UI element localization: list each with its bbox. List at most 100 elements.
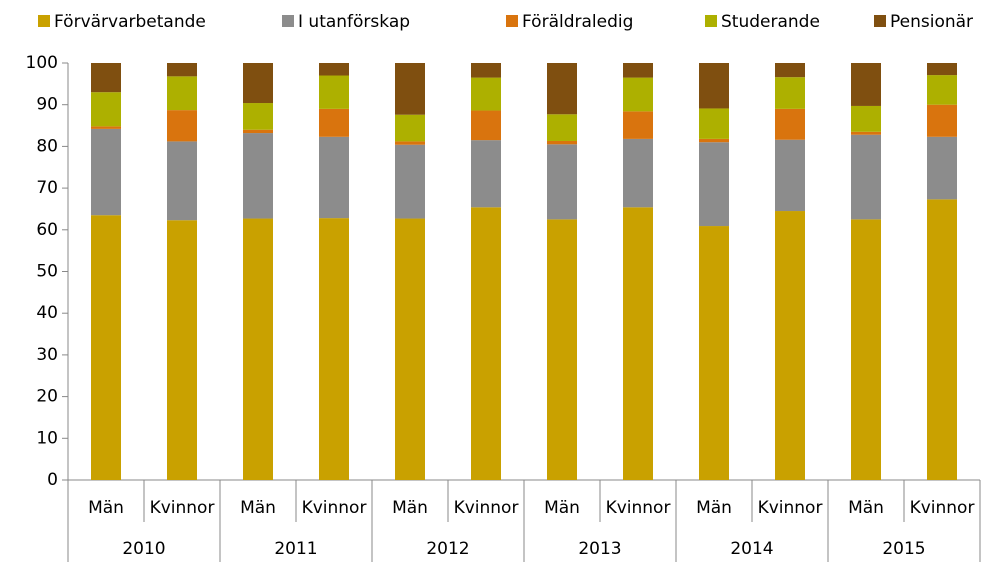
bar-segment xyxy=(699,63,729,109)
group-label: 2012 xyxy=(426,539,469,559)
bar-segment xyxy=(243,129,273,134)
bar-segment xyxy=(851,63,881,106)
bar-segment xyxy=(851,219,881,480)
bar-segment xyxy=(319,108,349,137)
x-tick-label: Kvinnor xyxy=(302,498,367,518)
bar-segment xyxy=(623,77,653,112)
x-tick-label: Män xyxy=(544,498,580,518)
bar-segment xyxy=(243,218,273,480)
x-tick-label: Kvinnor xyxy=(150,498,215,518)
x-tick-label: Män xyxy=(240,498,276,518)
bar-segment xyxy=(699,226,729,480)
bar-segment xyxy=(471,110,501,141)
bar-segment xyxy=(927,104,957,137)
legend-label: I utanförskap xyxy=(298,12,410,32)
legend-swatch xyxy=(874,15,886,27)
y-tick-label: 30 xyxy=(36,345,58,365)
bar-segment xyxy=(547,114,577,141)
legend-swatch xyxy=(506,15,518,27)
bar-segment xyxy=(395,114,425,142)
bar-segment xyxy=(851,131,881,135)
bar-segment xyxy=(775,139,805,212)
bar-segment xyxy=(699,108,729,139)
bar-segment xyxy=(623,63,653,78)
x-tick-label: Kvinnor xyxy=(454,498,519,518)
group-label: 2015 xyxy=(882,539,925,559)
bar-segment xyxy=(623,111,653,139)
bar-segment xyxy=(547,63,577,115)
bar-segment xyxy=(167,63,197,77)
legend-swatch xyxy=(282,15,294,27)
y-tick-label: 0 xyxy=(47,470,58,490)
bar-segment xyxy=(775,63,805,78)
bar-segment xyxy=(395,144,425,219)
bar-segment xyxy=(547,144,577,220)
bar-segment xyxy=(243,133,273,219)
bar-segment xyxy=(91,126,121,129)
bar-segment xyxy=(243,63,273,104)
legend-swatch xyxy=(705,15,717,27)
bar-segment xyxy=(927,63,957,76)
group-label: 2014 xyxy=(730,539,773,559)
bar-segment xyxy=(167,76,197,111)
bar-segment xyxy=(547,219,577,480)
bar-segment xyxy=(167,141,197,221)
bar-segment xyxy=(319,136,349,219)
bar-segment xyxy=(91,92,121,127)
y-tick-label: 40 xyxy=(36,303,58,323)
bar-segment xyxy=(775,77,805,109)
x-tick-label: Män xyxy=(88,498,124,518)
legend-label: Föräldraledig xyxy=(522,12,633,32)
bar-segment xyxy=(471,140,501,208)
x-tick-label: Kvinnor xyxy=(758,498,823,518)
bar-segment xyxy=(319,63,349,76)
bar-segment xyxy=(775,108,805,140)
bar-segment xyxy=(395,141,425,145)
bar-segment xyxy=(319,218,349,480)
bar-segment xyxy=(623,138,653,208)
group-label: 2013 xyxy=(578,539,621,559)
bar-segment xyxy=(623,207,653,481)
x-tick-label: Kvinnor xyxy=(606,498,671,518)
x-tick-label: Män xyxy=(392,498,428,518)
bar-segment xyxy=(319,75,349,109)
x-tick-label: Kvinnor xyxy=(910,498,975,518)
x-tick-label: Män xyxy=(848,498,884,518)
bar-segment xyxy=(91,63,121,93)
bar-segment xyxy=(395,218,425,480)
bar-segment xyxy=(851,134,881,220)
bar-segment xyxy=(927,136,957,200)
bar-segment xyxy=(775,211,805,480)
bar-segment xyxy=(395,63,425,115)
legend-label: Pensionär xyxy=(890,12,973,32)
bar-segment xyxy=(547,140,577,145)
bar-segment xyxy=(167,220,197,481)
bar-segment xyxy=(471,207,501,481)
bar-segment xyxy=(699,142,729,227)
group-label: 2011 xyxy=(274,539,317,559)
y-tick-label: 20 xyxy=(36,387,58,407)
bar-segment xyxy=(243,103,273,130)
y-tick-label: 80 xyxy=(36,136,58,156)
y-tick-label: 90 xyxy=(36,95,58,115)
y-tick-label: 10 xyxy=(36,428,58,448)
bar-segment xyxy=(471,63,501,78)
bar-segment xyxy=(851,105,881,132)
legend-swatch xyxy=(38,15,50,27)
y-tick-label: 50 xyxy=(36,262,58,282)
legend-label: Förvärvarbetande xyxy=(54,12,206,32)
bar-segment xyxy=(699,138,729,143)
bar-segment xyxy=(927,199,957,480)
bar-segment xyxy=(927,75,957,105)
group-label: 2010 xyxy=(122,539,165,559)
y-tick-label: 60 xyxy=(36,220,58,240)
x-tick-label: Män xyxy=(696,498,732,518)
bar-segment xyxy=(167,110,197,142)
y-tick-label: 70 xyxy=(36,178,58,198)
bar-segment xyxy=(91,215,121,480)
legend-label: Studerande xyxy=(721,12,820,32)
bar-segment xyxy=(91,128,121,216)
y-tick-label: 100 xyxy=(26,53,58,73)
bar-segment xyxy=(471,77,501,111)
